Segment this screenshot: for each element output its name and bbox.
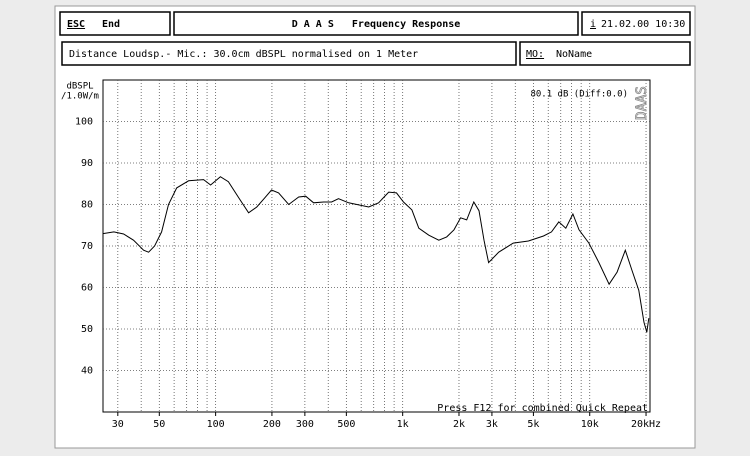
description: Distance Loudsp.- Mic.: 30.0cm dBSPL nor…: [69, 49, 418, 60]
y-tick-label: 100: [75, 117, 93, 128]
watermark: DAAS: [634, 86, 650, 120]
date-box[interactable]: [581, 11, 691, 36]
window-title: D A A S Frequency Response: [292, 19, 461, 30]
x-tick-label: 5k: [527, 419, 539, 430]
x-tick-label: 200: [263, 419, 281, 430]
y-label: dBSPL: [66, 82, 93, 92]
y-label: /1.0W/m: [61, 92, 99, 102]
datetime: 21.02.00 10:30: [601, 19, 685, 30]
mo-value: NoName: [556, 49, 592, 60]
description-box: [61, 41, 517, 66]
y-tick-label: 60: [81, 283, 93, 294]
y-tick-label: 70: [81, 241, 93, 252]
y-tick-label: 80: [81, 200, 93, 211]
footer: Press F12 for combined Quick Repeat: [437, 403, 648, 414]
mo-box[interactable]: [519, 41, 691, 66]
response-curve: [102, 176, 650, 333]
annotation: 80.1 dB (Diff:0.0): [530, 90, 628, 100]
mo-key: MO:: [526, 49, 544, 60]
x-tick-label: 500: [337, 419, 355, 430]
x-tick-label: 3k: [486, 419, 498, 430]
x-tick-label: 1k: [397, 419, 409, 430]
title-box: [173, 11, 579, 36]
x-tick-label: 100: [207, 419, 225, 430]
esc-key: ESC: [67, 19, 85, 30]
y-tick-label: 50: [81, 324, 93, 335]
x-tick-label: 50: [153, 419, 165, 430]
x-tick-label: 300: [296, 419, 314, 430]
y-tick-label: 90: [81, 158, 93, 169]
y-tick-label: 40: [81, 366, 93, 377]
x-tick-label: 30: [112, 419, 124, 430]
esc-label: End: [102, 19, 120, 30]
x-tick-label: 10k: [581, 419, 599, 430]
esc-button[interactable]: [59, 11, 171, 36]
x-tick-label: 20kHz: [631, 419, 661, 430]
info-key: i: [590, 19, 596, 30]
x-tick-label: 2k: [453, 419, 465, 430]
